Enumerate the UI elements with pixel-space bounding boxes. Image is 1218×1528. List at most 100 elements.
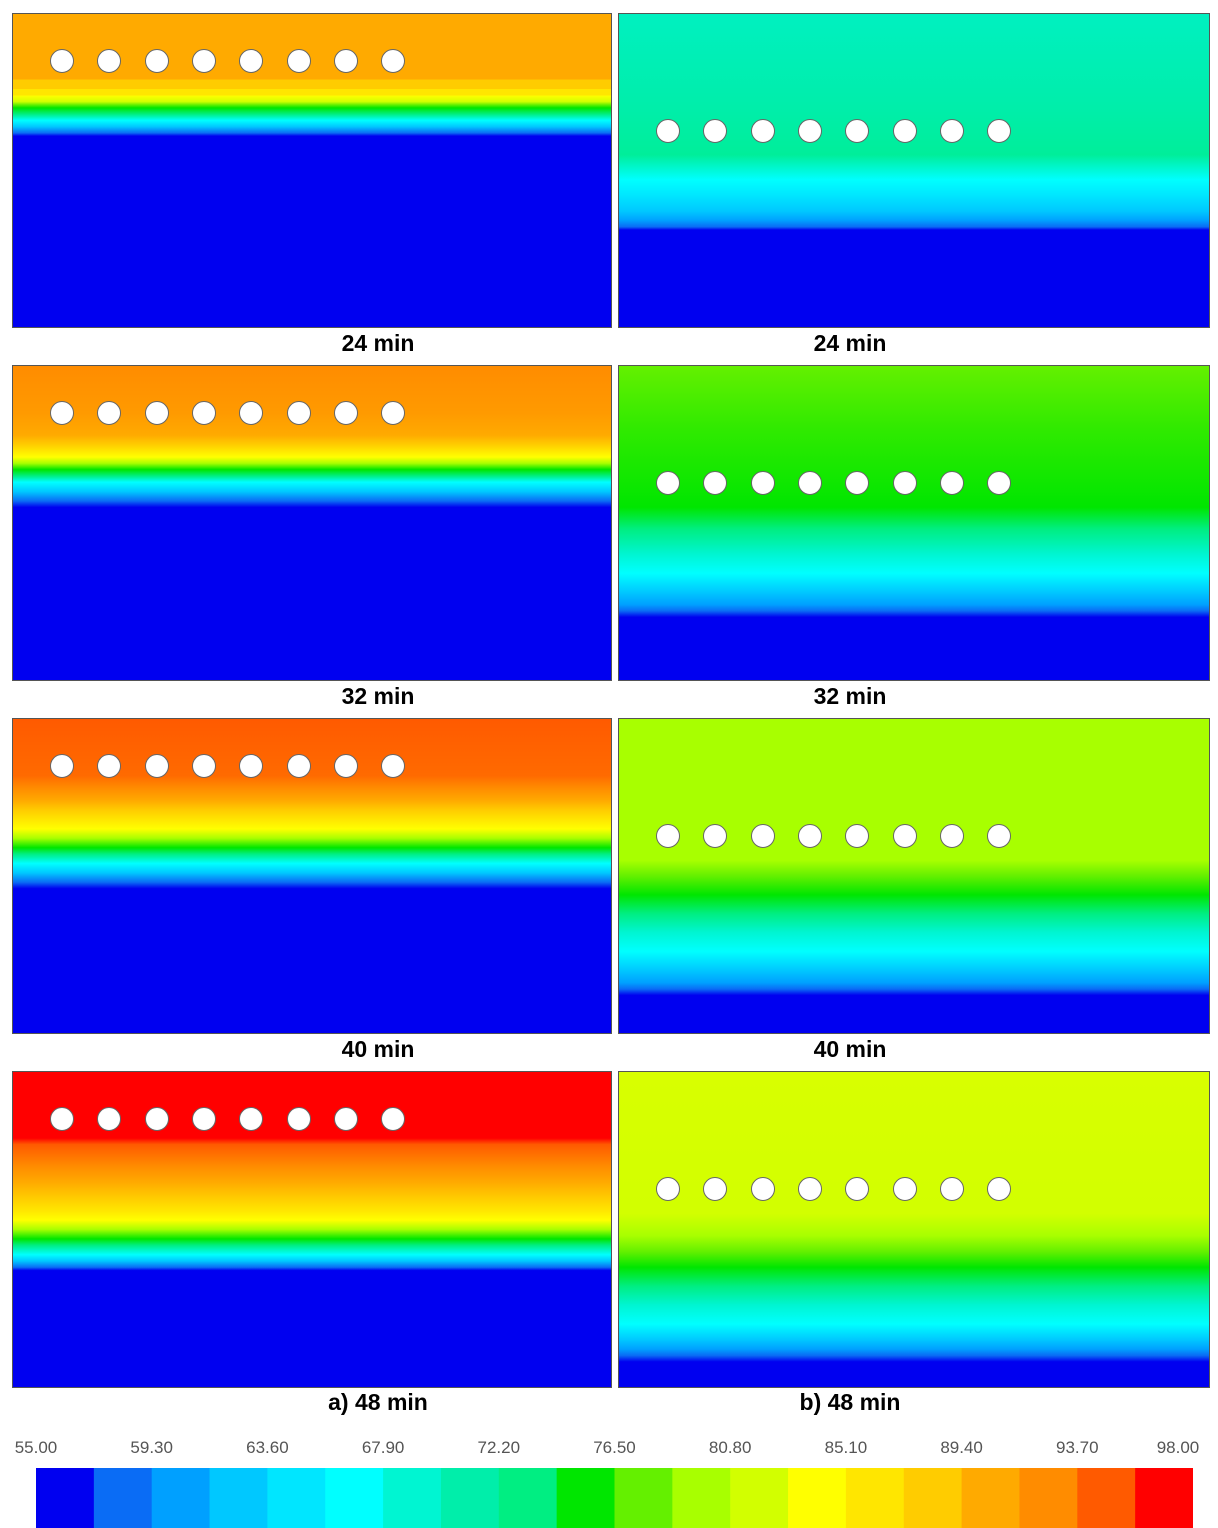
panel-caption: 32 min	[813, 683, 887, 709]
colorbar-step	[1019, 1468, 1078, 1528]
contour-panel	[12, 1071, 612, 1388]
colorbar-step	[498, 1468, 558, 1528]
tube	[239, 401, 264, 425]
tube	[191, 401, 216, 425]
tube	[892, 1177, 917, 1201]
tube	[750, 824, 775, 848]
tube	[797, 119, 822, 143]
tube	[381, 1107, 406, 1131]
tube	[239, 49, 264, 73]
tube	[987, 471, 1012, 495]
tube	[50, 1107, 74, 1131]
tube	[97, 49, 122, 73]
colorbar-tick-label: 72.20	[477, 1438, 521, 1457]
tube	[892, 119, 917, 143]
tube	[987, 824, 1012, 848]
tube	[333, 49, 358, 73]
tube	[191, 49, 216, 73]
tube	[97, 401, 122, 425]
colorbar-tick-label: 89.40	[940, 1438, 983, 1457]
panel-caption: b) 48 min	[799, 1389, 901, 1415]
colorbar-step	[961, 1468, 1020, 1528]
tube	[97, 1107, 122, 1131]
tube	[892, 471, 917, 495]
panel-caption: 40 min	[813, 1036, 887, 1062]
colorbar-tick-label: 67.90	[361, 1438, 405, 1457]
tube	[50, 49, 74, 73]
colorbar	[36, 1468, 1193, 1528]
contour-panel	[618, 365, 1210, 681]
tube	[144, 1107, 169, 1131]
tube	[892, 824, 917, 848]
tube	[97, 754, 122, 778]
tube	[144, 49, 169, 73]
tube	[845, 471, 870, 495]
tube	[845, 119, 870, 143]
tube	[750, 119, 775, 143]
tube	[939, 471, 964, 495]
tube	[286, 1107, 311, 1131]
tube	[191, 754, 216, 778]
colorbar-step	[151, 1468, 211, 1528]
contour-panel	[12, 13, 612, 328]
tube	[656, 1177, 680, 1201]
tube	[845, 824, 870, 848]
tube	[797, 824, 822, 848]
colorbar-tick-label: 93.70	[1056, 1438, 1099, 1457]
tube	[50, 401, 74, 425]
colorbar-step	[788, 1468, 847, 1528]
colorbar-step	[93, 1468, 153, 1528]
tube	[656, 824, 680, 848]
tube	[703, 1177, 728, 1201]
tube	[333, 401, 358, 425]
panel-caption: 40 min	[341, 1036, 415, 1062]
tube	[286, 401, 311, 425]
tube	[381, 49, 406, 73]
panel-caption: a) 48 min	[328, 1389, 428, 1415]
tube	[939, 1177, 964, 1201]
tube	[939, 824, 964, 848]
colorbar-step	[209, 1468, 268, 1528]
contour-panel	[618, 13, 1210, 328]
colorbar-step	[730, 1468, 789, 1528]
contour-panel	[12, 718, 612, 1034]
panel-caption: 24 min	[813, 330, 887, 356]
tube	[703, 824, 728, 848]
tube	[333, 754, 358, 778]
tube	[797, 471, 822, 495]
colorbar-step	[383, 1468, 442, 1528]
colorbar-step	[614, 1468, 673, 1528]
colorbar-step	[903, 1468, 963, 1528]
tube	[845, 1177, 870, 1201]
colorbar-step	[325, 1468, 384, 1528]
colorbar-step	[267, 1468, 326, 1528]
tube	[381, 754, 406, 778]
contour-panel	[618, 718, 1210, 1034]
tube	[239, 1107, 264, 1131]
tube	[144, 401, 169, 425]
panel-caption: 32 min	[341, 683, 415, 709]
colorbar-tick-label: 63.60	[246, 1438, 289, 1457]
colorbar-tick-label: 59.30	[130, 1438, 173, 1457]
colorbar-tick-label: 55.00	[14, 1438, 58, 1457]
tube	[703, 119, 728, 143]
colorbar-step	[1077, 1468, 1136, 1528]
tube	[333, 1107, 358, 1131]
colorbar-step	[672, 1468, 731, 1528]
tube	[703, 471, 728, 495]
tube	[987, 119, 1012, 143]
colorbar-step	[36, 1468, 95, 1528]
tube	[750, 1177, 775, 1201]
colorbar-step	[556, 1468, 615, 1528]
tube	[987, 1177, 1012, 1201]
tube	[191, 1107, 216, 1131]
tube	[939, 119, 964, 143]
contour-panel	[12, 365, 612, 681]
tube	[286, 49, 311, 73]
panel-caption: 24 min	[341, 330, 415, 356]
tube	[144, 754, 169, 778]
tube	[381, 401, 406, 425]
colorbar-tick-label: 80.80	[708, 1438, 752, 1457]
tube	[286, 754, 311, 778]
